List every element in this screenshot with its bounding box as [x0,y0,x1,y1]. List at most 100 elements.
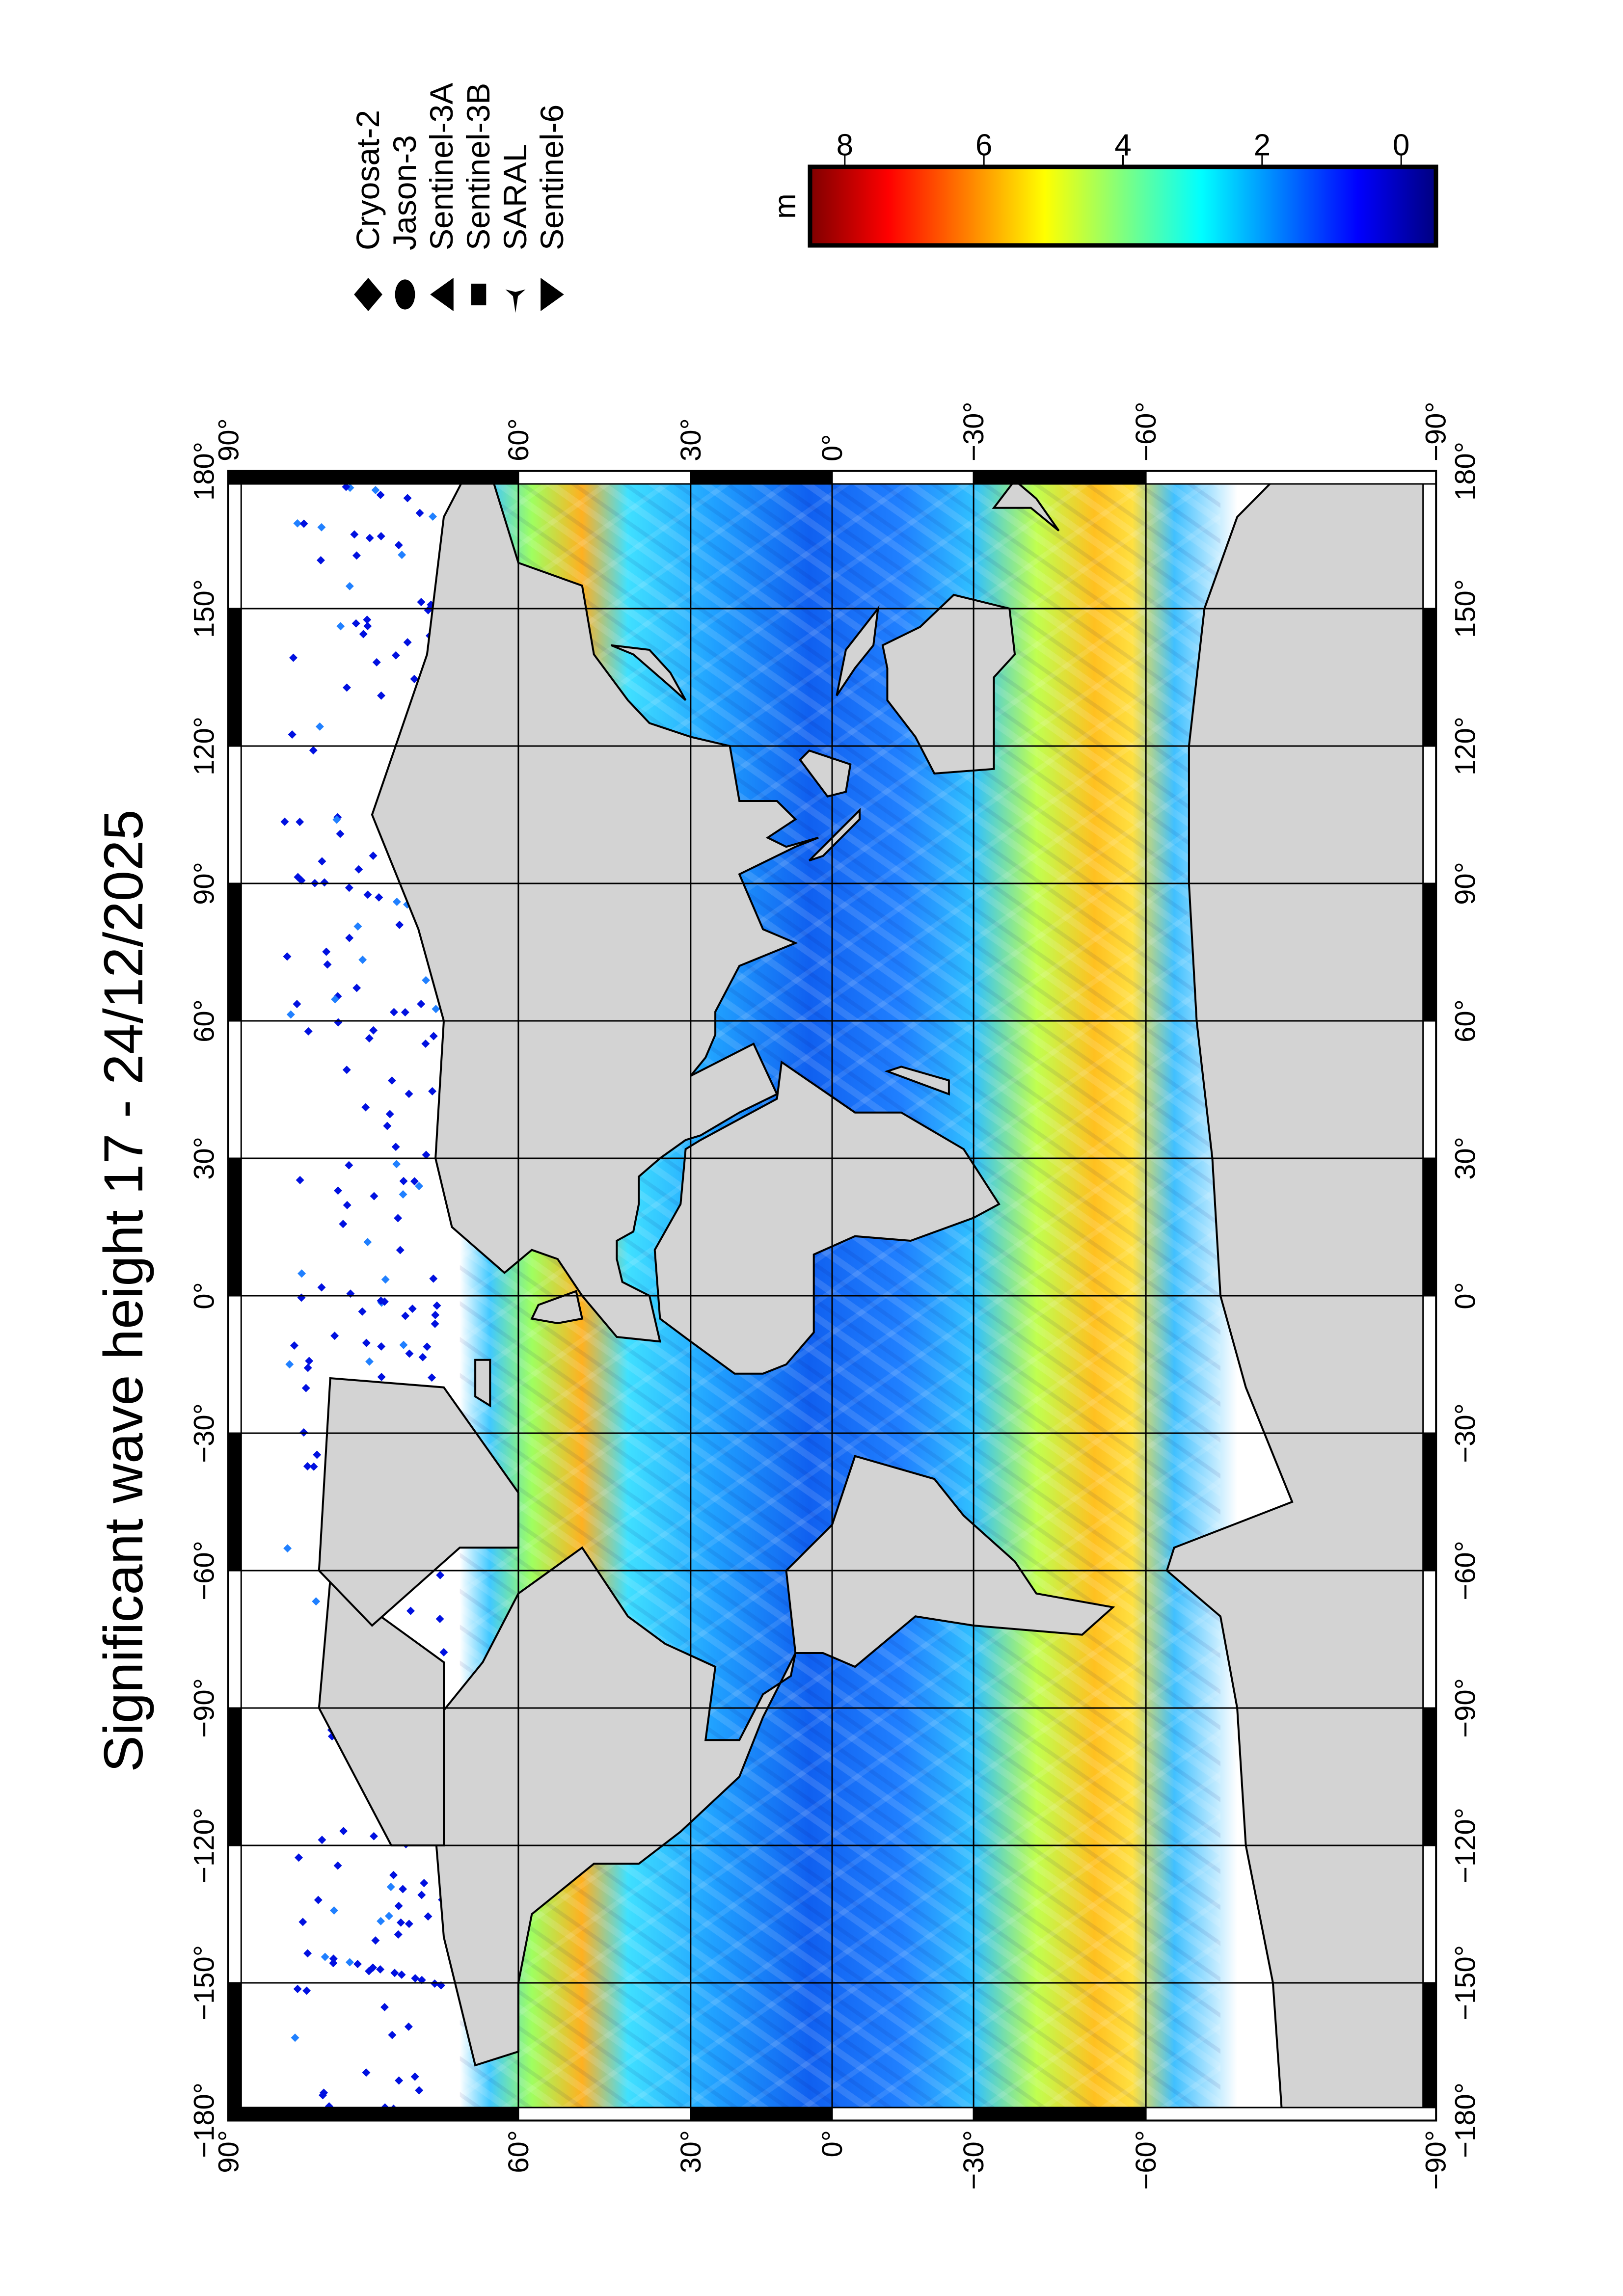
data-point [433,1301,441,1310]
data-point [293,519,302,528]
frame-bar-lat [517,2107,692,2121]
lat-tick-label: −30° [958,2130,990,2190]
data-point [304,1027,313,1036]
data-point [280,817,289,826]
frame-bar-lat [973,470,1147,485]
colorbar-tick-label: 4 [1114,129,1131,162]
frame-bar-lon [1422,1844,1437,1984]
data-point [329,1954,338,1963]
lon-tick-label: −180° [1450,2082,1482,2158]
lat-tick-label: 0° [816,2130,848,2157]
data-point [353,922,362,931]
data-point [359,630,368,639]
data-point [418,1353,427,1362]
colorbar-unit-label: m [768,193,802,219]
land-greenland [318,1377,519,1627]
data-point [318,857,326,866]
data-point [305,1357,314,1365]
data-point [285,1360,294,1369]
lat-tick-label: 60° [503,418,535,461]
data-point [377,1373,386,1382]
data-point [342,683,351,692]
data-point [330,1332,339,1340]
frame-bar-lon [227,1432,242,1572]
data-point [283,1544,292,1553]
data-point [365,1357,374,1366]
data-point [342,1066,351,1074]
lon-tick-label: −180° [188,2082,220,2158]
data-point [362,1338,371,1347]
land-north-america [426,1546,797,2067]
data-point [343,1201,352,1209]
legend-label: SARAL [497,144,533,250]
data-point [322,947,331,956]
data-point [417,598,426,607]
lat-tick-label: −90° [1420,2130,1452,2190]
data-point [391,651,400,660]
frame-bar-lon [227,745,242,884]
land-madagascar [884,1066,950,1096]
lat-tick-label: 90° [213,2130,244,2173]
lat-tick-label: −60° [1130,2130,1162,2190]
data-point [345,883,353,892]
frame-bar-lat [227,470,519,485]
data-point [293,1984,302,1993]
square-icon [471,283,487,306]
data-point [394,541,403,550]
lat-tick-label: −90° [1420,401,1452,461]
data-point [363,890,372,899]
frame-bar-lon [1422,1570,1437,1709]
data-point [371,486,380,495]
data-point [397,1918,405,1927]
data-point [436,1571,445,1579]
lon-tick-label: 90° [188,862,220,905]
land-new-guinea [836,605,880,696]
data-point [429,1032,438,1041]
frame-bar-lon [227,608,242,747]
data-point [352,984,361,992]
legend-label: Jason-3 [386,135,423,250]
lon-tick-label: 60° [188,999,220,1042]
land-sumatra [808,807,861,862]
data-point [361,1103,370,1112]
data-point [316,556,325,564]
data-point [345,934,354,942]
data-point [309,1462,318,1471]
frame-bar-lon [227,1570,242,1709]
data-point [399,1340,408,1349]
data-point [345,1958,354,1967]
data-point [406,1606,415,1615]
data-point [428,1087,437,1095]
frame-bar-lon [227,882,242,1022]
data-point [363,622,372,631]
frame-bar-lat [973,2107,1147,2121]
data-point [295,1853,303,1862]
data-point [321,1952,329,1961]
data-point [358,1307,367,1316]
triangle-icon [541,278,564,311]
frame-bar-lon [1422,882,1437,1022]
data-point [391,1143,400,1151]
data-point [417,1000,426,1009]
data-point [299,519,308,528]
data-point [365,1034,374,1043]
frame-bar-lat [517,470,692,485]
lon-tick-label: −150° [188,1945,220,2021]
data-point [331,995,340,1004]
data-point [302,1986,311,1995]
data-point [435,1614,444,1623]
data-point [401,1311,410,1320]
frame-bar-lat [690,470,833,485]
data-point [291,2033,299,2042]
data-point [398,550,406,559]
data-point [410,674,419,683]
data-point [421,1040,430,1048]
data-point [303,1462,312,1470]
data-point [392,1160,401,1169]
data-point [289,653,298,662]
colorbar-tick-label: 2 [1254,129,1271,162]
data-point [309,746,318,755]
lon-tick-label: 120° [188,717,220,775]
map-area [228,471,1436,2120]
data-point [403,494,412,503]
